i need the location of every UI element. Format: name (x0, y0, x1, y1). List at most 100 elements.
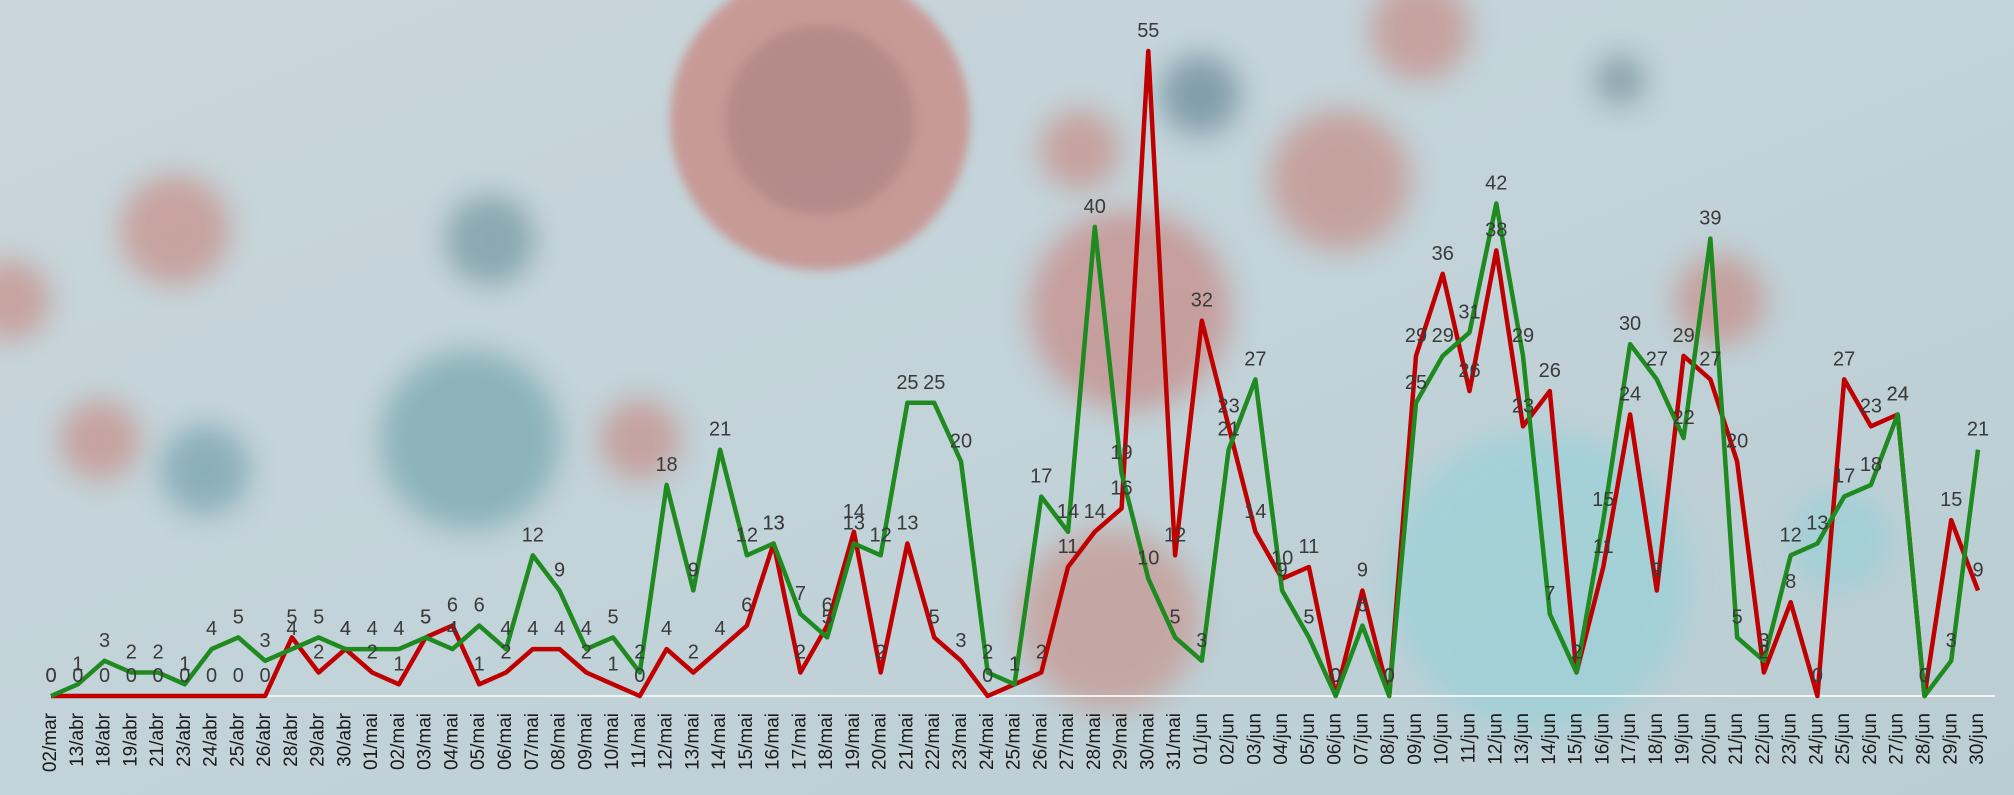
data-label: 2 (1036, 642, 1047, 664)
data-label: 9 (554, 559, 565, 581)
data-label: 3 (1758, 630, 1769, 652)
x-tick-label: 16/mai (763, 713, 784, 770)
data-label: 5 (929, 606, 940, 628)
data-label: 0 (1330, 665, 1341, 687)
data-label: 0 (45, 665, 56, 687)
data-label: 21 (1967, 419, 1989, 441)
x-tick-label: 03/jun (1244, 713, 1265, 765)
data-label: 10 (1271, 548, 1293, 570)
x-tick-label: 07/mai (522, 713, 543, 770)
data-label: 5 (1303, 606, 1314, 628)
data-label: 0 (1919, 665, 1930, 687)
x-tick-label: 08/mai (549, 713, 570, 770)
x-tick-label: 21/mai (896, 713, 917, 770)
data-label: 2 (795, 642, 806, 664)
x-tick-label: 20/mai (870, 713, 891, 770)
data-label: 12 (1780, 524, 1802, 546)
x-tick-label: 24/abr (201, 712, 222, 767)
x-tick-label: 30/abr (334, 712, 355, 767)
x-tick-label: 17/mai (789, 713, 810, 770)
data-label: 7 (1544, 583, 1555, 605)
data-label: 24 (1887, 384, 1909, 406)
data-label: 4 (340, 618, 351, 640)
data-label: 0 (1919, 665, 1930, 687)
x-tick-label: 04/mai (441, 713, 462, 770)
data-label: 3 (1196, 630, 1207, 652)
x-tick-label: 10/jun (1432, 713, 1453, 765)
data-label: 6 (741, 595, 752, 617)
data-label: 12 (736, 524, 758, 546)
data-label: 0 (1384, 665, 1395, 687)
data-label: 9 (1277, 559, 1288, 581)
data-label: 5 (1170, 606, 1181, 628)
data-label: 0 (72, 665, 83, 687)
data-label: 14 (1057, 501, 1079, 523)
data-label: 23 (1860, 395, 1882, 417)
data-label: 1 (474, 653, 485, 675)
data-label: 55 (1137, 20, 1159, 42)
data-label: 0 (179, 665, 190, 687)
data-label: 31 (1458, 301, 1480, 323)
data-label: 11 (1299, 536, 1320, 558)
data-label: 9 (1357, 559, 1368, 581)
data-label: 29 (1432, 325, 1454, 347)
x-tick-label: 21/jun (1726, 713, 1747, 765)
x-tick-label: 24/jun (1806, 713, 1827, 765)
data-label: 8 (1785, 571, 1796, 593)
x-tick-label: 13/mai (682, 713, 703, 770)
data-label: 0 (634, 665, 645, 687)
x-tick-label: 19/jun (1673, 713, 1694, 765)
x-tick-label: 25/jun (1833, 713, 1854, 765)
data-label: 19 (1110, 442, 1132, 464)
x-tick-label: 18/mai (816, 713, 837, 770)
x-tick-label: 23/mai (950, 713, 971, 770)
x-tick-label: 03/mai (415, 713, 436, 770)
data-label: 20 (1726, 430, 1748, 452)
data-label: 20 (950, 430, 972, 452)
x-tick-label: 10/mai (602, 713, 623, 770)
x-tick-label: 23/jun (1780, 713, 1801, 765)
data-label: 29 (1405, 325, 1427, 347)
data-label: 2 (634, 642, 645, 664)
data-label: 14 (1244, 501, 1266, 523)
x-tick-label: 30/mai (1137, 713, 1158, 770)
x-tick-label: 26/abr (254, 712, 275, 767)
x-tick-label: 22/mai (923, 713, 944, 770)
data-label: 27 (1646, 348, 1668, 370)
data-label: 3 (955, 630, 966, 652)
x-tick-label: 19/abr (120, 712, 141, 767)
x-tick-label: 16/jun (1592, 713, 1613, 765)
data-label: 4 (367, 618, 378, 640)
data-label: 0 (1812, 665, 1823, 687)
data-label: 17 (1030, 466, 1052, 488)
data-label: 2 (500, 642, 511, 664)
data-label: 4 (447, 618, 458, 640)
x-tick-label: 01/jun (1191, 713, 1212, 765)
data-label: 18 (655, 454, 677, 476)
x-tick-label: 23/abr (174, 712, 195, 767)
data-label: 13 (843, 513, 865, 535)
x-tick-label: 27/jun (1887, 713, 1908, 765)
data-label: 1 (1009, 653, 1020, 675)
x-tick-label: 09/mai (575, 713, 596, 770)
data-label: 0 (260, 665, 271, 687)
data-label: 0 (982, 665, 993, 687)
data-label: 2 (688, 642, 699, 664)
data-label: 4 (206, 618, 217, 640)
data-label: 1 (179, 653, 190, 675)
data-label: 6 (822, 595, 833, 617)
data-label: 4 (661, 618, 672, 640)
data-label: 2 (313, 642, 324, 664)
x-tick-label: 28/jun (1913, 713, 1934, 765)
data-label: 14 (843, 501, 865, 523)
data-label: 5 (420, 606, 431, 628)
data-label: 1 (72, 653, 83, 675)
data-label: 2 (1758, 642, 1769, 664)
data-label: 4 (393, 618, 404, 640)
x-tick-label: 08/jun (1378, 713, 1399, 765)
data-label: 6 (1357, 595, 1368, 617)
data-label: 39 (1699, 208, 1721, 230)
data-label: 5 (286, 606, 297, 628)
